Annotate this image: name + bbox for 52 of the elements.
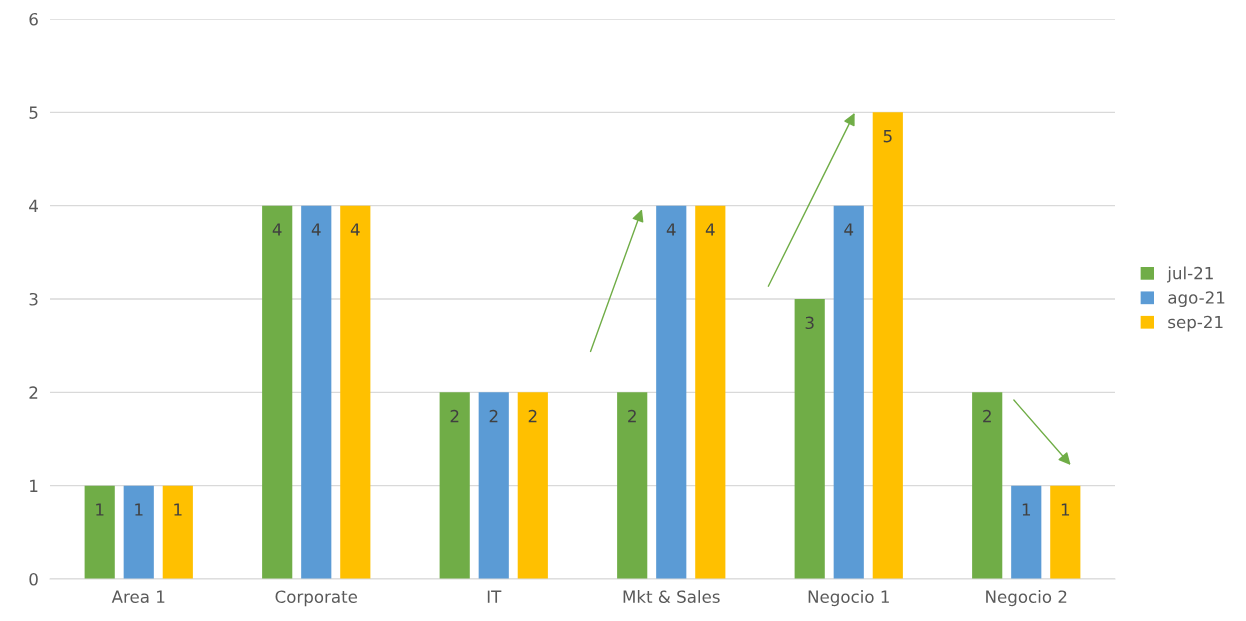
data-label: 1 [174, 503, 182, 516]
legend-label: jul-21 [1167, 266, 1213, 283]
data-label: 3 [805, 316, 814, 330]
data-label: 2 [983, 409, 991, 423]
bar [301, 205, 332, 579]
bar [695, 205, 726, 579]
data-label: 1 [96, 503, 104, 516]
bar [162, 485, 193, 579]
legend-label: sep-21 [1168, 315, 1223, 332]
data-label: 2 [528, 409, 537, 423]
bar [517, 392, 548, 579]
y-tick-label: 3 [29, 292, 38, 306]
x-tick-label: IT [487, 590, 502, 603]
x-tick-label: Area 1 [111, 590, 165, 604]
data-label: 5 [883, 130, 892, 143]
bar [656, 205, 687, 579]
data-label: 1 [1022, 503, 1031, 516]
bar [262, 205, 293, 579]
y-tick-label: 2 [29, 386, 38, 399]
bar [478, 392, 509, 579]
data-label: 4 [666, 223, 676, 236]
x-tick-label: Negocio 1 [808, 590, 889, 607]
data-label: 4 [272, 223, 282, 236]
bar [833, 205, 864, 579]
legend-label: ago-21 [1168, 291, 1225, 308]
y-tick-label: 4 [29, 199, 38, 212]
data-label: 2 [628, 409, 636, 423]
x-tick-label: Negocio 2 [986, 590, 1067, 607]
bar [439, 392, 470, 579]
data-label: 4 [844, 223, 854, 236]
bar [794, 299, 825, 579]
bar [84, 485, 115, 579]
data-label: 4 [705, 223, 715, 236]
data-label: 4 [311, 223, 321, 236]
y-tick-label: 5 [29, 106, 38, 119]
bar [617, 392, 648, 579]
y-tick-label: 6 [29, 12, 38, 26]
bar [123, 485, 154, 579]
data-label: 1 [135, 503, 143, 516]
x-tick-label: Corporate [275, 590, 358, 607]
y-tick-label: 1 [30, 479, 38, 492]
bar [1050, 485, 1081, 579]
bar [340, 205, 371, 579]
data-label: 4 [350, 223, 360, 236]
data-label: 1 [1061, 503, 1070, 516]
data-label: 2 [489, 409, 498, 423]
bar [972, 392, 1003, 579]
data-label: 2 [450, 409, 459, 423]
bar [1011, 485, 1042, 579]
x-tick-label: Mkt & Sales [623, 590, 720, 604]
y-tick-label: 0 [29, 572, 38, 586]
bar [872, 112, 903, 579]
